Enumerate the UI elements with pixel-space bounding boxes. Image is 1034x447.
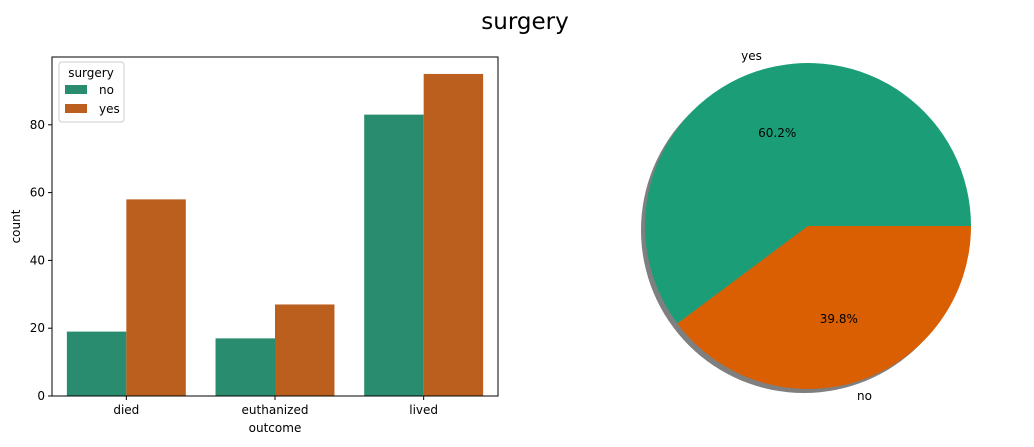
pie-label-no: no [857,389,872,403]
legend-label-no: no [99,83,114,97]
legend-label-yes: yes [99,102,120,116]
legend-swatch-yes [65,104,87,113]
x-tick-label: died [113,403,139,417]
bar-yes-died [126,199,186,396]
pie-pct-label-yes: 60.2% [758,126,796,140]
y-tick-label: 20 [30,321,45,335]
pie-chart: yes 60.2% no 39.8% [641,49,971,403]
y-tick-label: 0 [37,389,45,403]
x-axis-label: outcome [249,421,302,435]
pie-pct-label-no: 39.8% [820,312,858,326]
y-axis-label: count [9,209,23,243]
pie-slice-yes [644,62,971,324]
bar-no-euthanized [215,338,275,396]
legend-title: surgery [68,66,114,80]
y-tick-label: 80 [30,118,45,132]
pie-label-yes: yes [741,49,762,63]
bar-no-lived [364,114,424,396]
bar-yes-euthanized [275,304,335,396]
y-tick-label: 40 [30,253,45,267]
legend-swatch-no [65,85,87,94]
x-tick-label: euthanized [242,403,309,417]
bar-no-died [66,331,127,396]
y-tick-label: 60 [30,186,45,200]
figure-title: surgery [481,9,568,35]
bar-chart: 0 20 40 60 80 died euthanized lived outcome count… [9,56,499,435]
bar-yes-lived [423,73,484,396]
pie-slice-no [677,226,971,389]
x-tick-label: lived [409,403,438,417]
